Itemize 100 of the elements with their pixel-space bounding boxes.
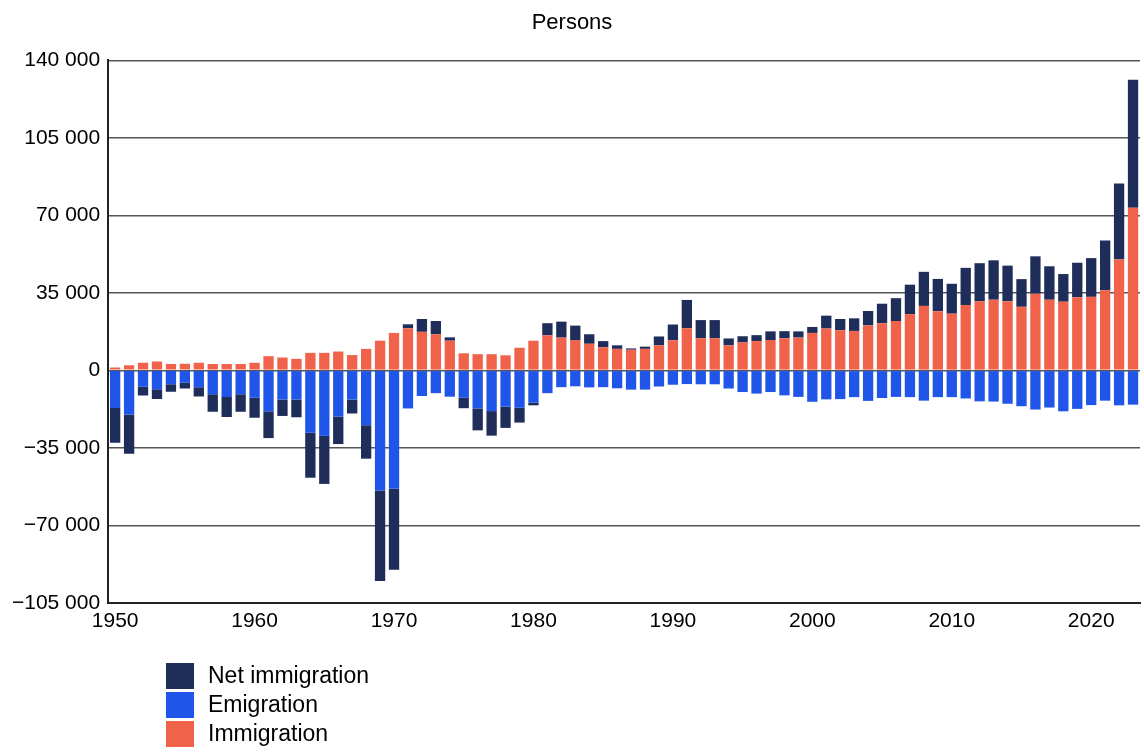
bar [835,371,846,400]
bar [165,384,177,392]
bar [988,299,999,370]
bar [291,399,302,418]
bar [1113,371,1125,406]
bar [179,363,191,370]
bar [556,371,567,388]
bar [1058,301,1069,370]
bar [821,371,832,400]
bar [1044,371,1055,408]
bar [472,354,483,370]
bar [1044,299,1055,370]
bar [653,345,665,370]
bar [1072,297,1083,370]
bar [807,332,818,370]
bar [151,371,163,390]
bar [360,348,372,370]
bar [402,328,414,370]
bar [765,331,776,341]
bar [486,354,497,370]
bar [974,371,985,402]
bar [221,363,232,370]
bar [305,432,316,478]
bar [165,363,177,370]
bar [918,305,930,370]
bar [821,328,832,370]
bar [137,386,149,396]
bar [109,367,121,370]
bar [388,332,400,370]
bar [570,371,581,387]
bar [849,330,860,370]
bar [1127,207,1139,370]
bar [486,411,497,436]
bar [444,337,455,341]
x-tick-label: 2020 [1067,608,1115,632]
bar [625,371,637,390]
y-tick-label: −35 000 [23,434,101,458]
bar [388,371,400,489]
bar [402,324,414,329]
bar [1002,371,1013,404]
bar [904,284,916,315]
bar [723,345,734,370]
y-tick-label: 70 000 [35,202,101,226]
bar [876,371,888,399]
bar [639,348,651,370]
bar [876,323,888,370]
bar [430,320,442,335]
bar [653,336,665,346]
bar [737,336,748,343]
bar [946,371,957,398]
bar [207,394,218,412]
bar [611,345,623,349]
bar [570,340,581,370]
bar [277,371,288,400]
bar [723,371,734,389]
bar [765,340,776,370]
bar [779,331,790,339]
bar [723,338,734,346]
bar [333,416,344,445]
bar [416,318,428,332]
bar [151,361,163,370]
bar [862,325,874,370]
y-tick-label: 105 000 [24,124,101,148]
bar [598,371,609,388]
bar [402,371,414,409]
bar [430,371,442,394]
bar [360,425,372,459]
bar [277,357,288,370]
bar [305,371,316,433]
bar [1044,266,1055,300]
bar [291,358,302,370]
bar [347,355,358,370]
bar [1016,371,1027,407]
bar [556,321,567,338]
bar [1127,371,1139,405]
bar [472,371,483,409]
bar [444,371,455,397]
y-tick-label: −70 000 [23,512,101,536]
bar [584,343,595,370]
bar [472,408,483,431]
bar [123,365,135,370]
bar [751,335,762,342]
bar [890,320,902,370]
bar [249,397,260,418]
bar [333,371,344,417]
x-tick-label: 1960 [231,608,278,632]
bar [514,407,525,423]
bar [360,371,372,426]
bar [849,371,860,398]
bar [779,371,790,396]
bar [165,371,177,385]
bar [319,352,330,370]
bar [277,399,288,416]
bar [263,356,274,370]
bar [1002,301,1013,370]
bar [862,311,874,326]
bar [137,362,149,370]
bar [904,371,916,398]
bar [584,334,595,344]
bar [109,407,121,443]
